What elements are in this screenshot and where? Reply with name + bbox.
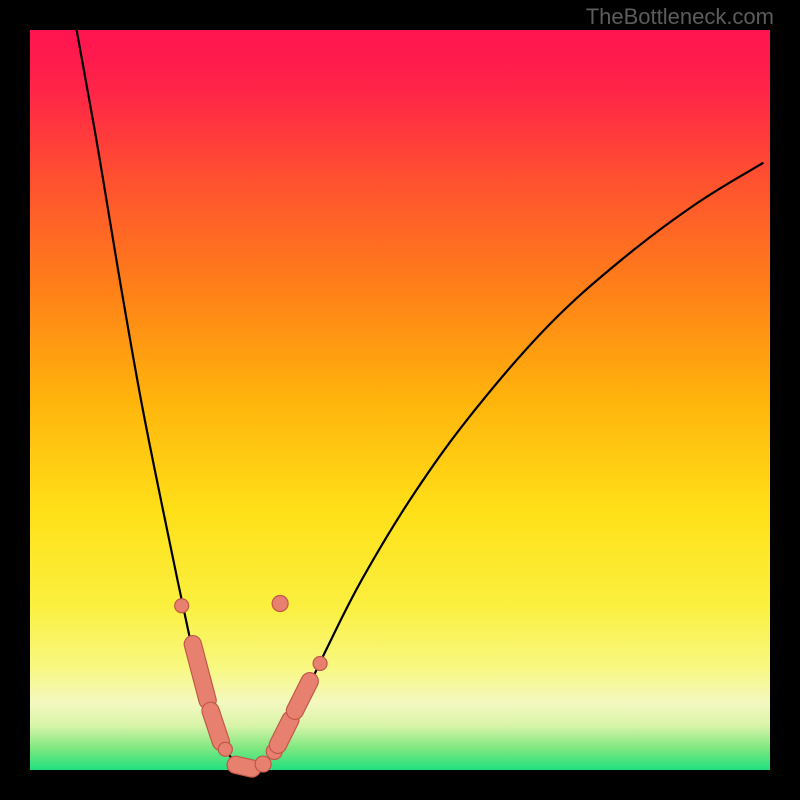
marker-capsule <box>211 711 221 742</box>
curve-segment <box>77 30 245 769</box>
marker-dot <box>313 656 327 670</box>
curve-segment <box>256 163 763 768</box>
curve-overlay <box>30 30 770 770</box>
marker-dot <box>175 599 189 613</box>
marker-layer <box>175 596 327 773</box>
marker-dot <box>255 756 271 772</box>
watermark-text: TheBottleneck.com <box>586 4 774 30</box>
marker-dot <box>218 742 232 756</box>
chart-frame: TheBottleneck.com <box>0 0 800 800</box>
v-curve <box>77 30 763 769</box>
marker-capsule <box>193 644 208 700</box>
plot-area <box>30 30 770 770</box>
marker-dot <box>272 596 288 612</box>
marker-capsule <box>236 765 252 769</box>
marker-capsule <box>295 681 310 711</box>
marker-capsule <box>278 720 291 745</box>
